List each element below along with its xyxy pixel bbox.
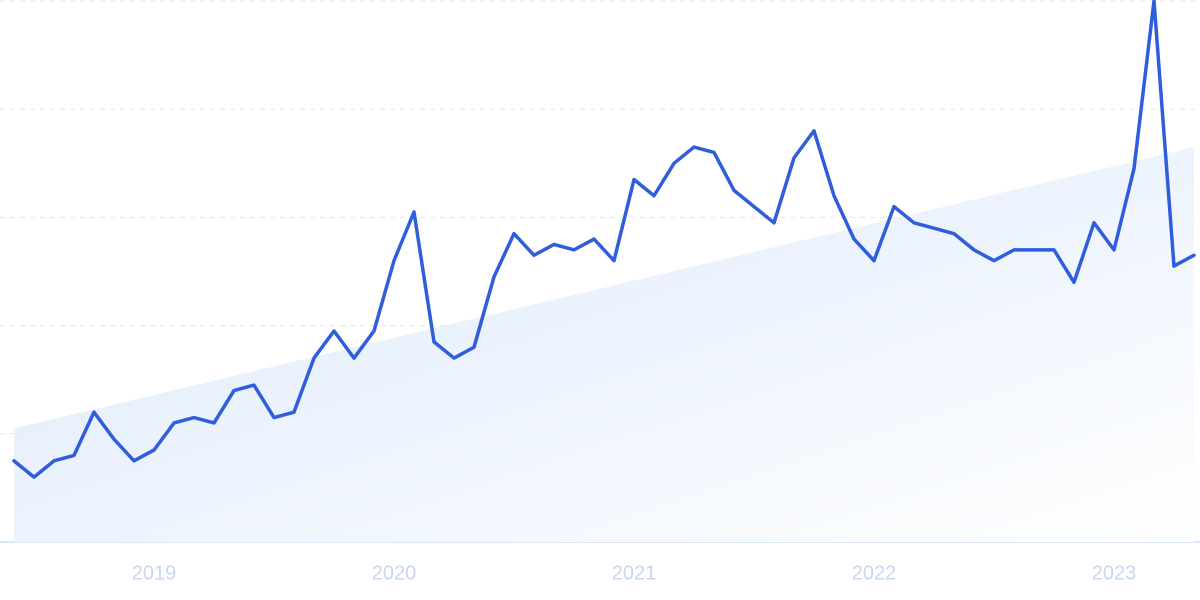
x-tick-label: 2020: [372, 562, 417, 584]
x-tick-label: 2021: [612, 562, 657, 584]
x-tick-label: 2023: [1092, 562, 1137, 584]
x-tick-label: 2022: [852, 562, 897, 584]
x-axis: 2019 2020 2021 2022 2023: [132, 562, 1137, 584]
trend-line: [12, 0, 1196, 479]
trend-area: [14, 147, 1194, 542]
line-layer: [12, 0, 1196, 479]
trend-layer: [14, 147, 1194, 542]
x-tick-label: 2019: [132, 562, 177, 584]
